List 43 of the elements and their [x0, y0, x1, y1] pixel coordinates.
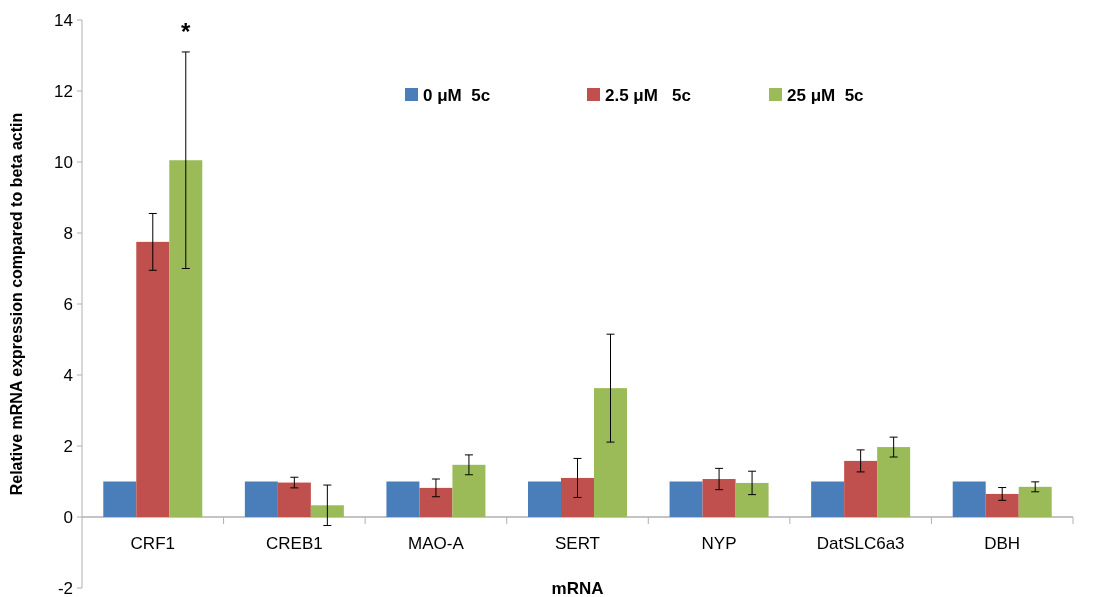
- bar: [136, 241, 170, 517]
- y-tick-label: 8: [63, 223, 73, 243]
- bar: [952, 481, 986, 517]
- bar: [1018, 486, 1052, 517]
- bar: [103, 481, 137, 517]
- bar: [528, 481, 561, 517]
- x-tick-label: NYP: [701, 534, 737, 553]
- annotation: *: [181, 17, 192, 45]
- x-tick-label: SERT: [554, 534, 601, 553]
- x-tick-label: DBH: [984, 534, 1021, 553]
- y-tick-label: -2: [57, 578, 73, 597]
- y-tick-label: 2: [63, 436, 73, 456]
- bar: [386, 481, 420, 517]
- bar: [877, 447, 911, 517]
- bar: [452, 464, 486, 517]
- legend-label: 2.5 μM 5c: [605, 85, 691, 105]
- bar: [244, 481, 278, 517]
- bar: [669, 481, 703, 517]
- bar: [310, 505, 344, 517]
- bar: [735, 482, 769, 517]
- bar: [277, 482, 311, 517]
- bar: [811, 481, 845, 517]
- bar: [844, 460, 878, 517]
- y-tick-label: 0: [63, 507, 73, 527]
- x-tick-label: DatSLC6a3: [816, 534, 905, 553]
- x-tick-label: MAO-A: [408, 534, 465, 553]
- y-tick-label: 4: [63, 365, 73, 385]
- y-axis-title: Relative mRNA expression compared to beta actin: [8, 112, 25, 496]
- y-tick-label: 10: [54, 152, 73, 172]
- bar: [169, 160, 203, 517]
- bar: [702, 479, 736, 517]
- y-tick-label: 6: [63, 294, 73, 314]
- bar: [561, 477, 594, 517]
- legend-label: 25 μM 5c: [787, 85, 864, 105]
- x-tick-label: CREB1: [266, 534, 323, 553]
- bar: [985, 493, 1019, 517]
- x-axis-title: mRNA: [551, 579, 604, 597]
- bar: [419, 487, 453, 517]
- y-tick-label: 14: [54, 10, 73, 30]
- legend-label: 0 μM 5c: [423, 85, 491, 105]
- x-tick-label: CRF1: [130, 534, 175, 553]
- bar: [594, 388, 627, 517]
- y-tick-label: 12: [54, 81, 73, 101]
